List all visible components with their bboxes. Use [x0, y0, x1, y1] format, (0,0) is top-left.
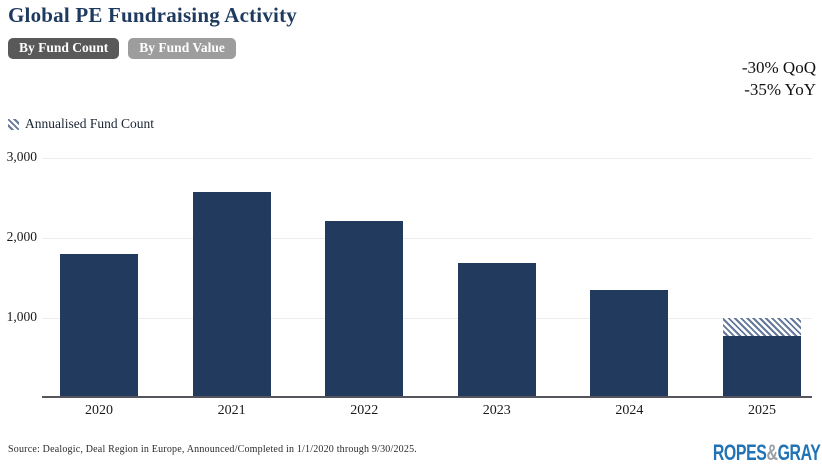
- x-axis-tick-label: 2025: [748, 403, 776, 418]
- change-annotations: -30% QoQ -35% YoY: [742, 57, 816, 101]
- bar-2025: [723, 336, 801, 398]
- x-axis-tick-label: 2022: [350, 403, 379, 418]
- bar-2021: [192, 191, 271, 398]
- legend: Annualised Fund Count: [8, 116, 154, 132]
- logo-ampersand: &: [766, 440, 778, 465]
- y-axis-tick-label: 2,000: [6, 229, 37, 244]
- x-axis-tick-label: 2021: [217, 403, 246, 418]
- page-title: Global PE Fundraising Activity: [8, 3, 297, 27]
- bar-2020: [60, 254, 138, 398]
- legend-label: Annualised Fund Count: [25, 116, 155, 131]
- logo-gray: GRAY: [777, 440, 820, 465]
- source-note: Source: Dealogic, Deal Region in Europe,…: [8, 444, 417, 455]
- view-toggle-group: By Fund Count By Fund Value: [8, 38, 236, 59]
- x-axis-tick-label: 2024: [615, 403, 644, 418]
- y-axis-tick-label: 1,000: [6, 309, 37, 324]
- gridline: [42, 318, 812, 319]
- bar-2024: [590, 290, 669, 398]
- gridline: [42, 158, 812, 159]
- logo-ropes: ROPES: [712, 440, 767, 465]
- hatched-swatch-icon: [8, 118, 19, 130]
- x-axis-tick-label: 2023: [482, 403, 511, 418]
- y-axis-tick-label: 3,000: [6, 149, 37, 164]
- bar-2023: [457, 262, 536, 398]
- yoy-change-label: -35% YoY: [744, 80, 816, 99]
- x-axis-line: [42, 396, 812, 398]
- x-axis-tick-label: 2020: [85, 403, 113, 418]
- ropes-gray-logo: ROPES&GRAY: [712, 440, 820, 466]
- annualised-bar-extension-2025: [723, 318, 801, 337]
- bar-2022: [325, 221, 404, 398]
- tab-by-fund-count[interactable]: By Fund Count: [8, 38, 120, 59]
- gridline: [42, 238, 812, 239]
- qoq-change-label: -30% QoQ: [741, 58, 816, 77]
- tab-by-fund-value[interactable]: By Fund Value: [128, 38, 236, 59]
